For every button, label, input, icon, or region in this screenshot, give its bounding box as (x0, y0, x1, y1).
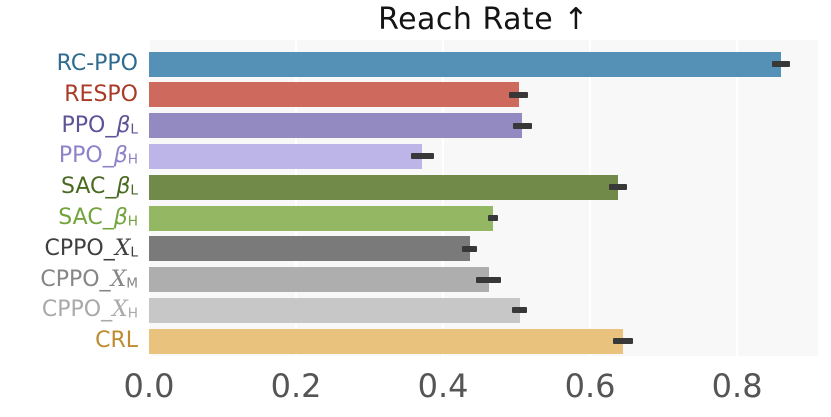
y-axis-label: RC-PPO (56, 51, 138, 76)
y-axis-label: RESPO (64, 81, 138, 107)
bar (149, 113, 523, 139)
error-bar (512, 122, 533, 129)
y-axis-label: PPO_βH (58, 143, 138, 169)
bar (149, 174, 619, 200)
y-axis-label: SAC_βH (58, 205, 138, 230)
y-axis-label: PPO_βL (61, 112, 139, 138)
script-x-symbol: X (110, 266, 127, 292)
y-axis-label: CPPO_XH (41, 297, 138, 323)
subscript: M (126, 275, 138, 292)
y-axis-label: CPPO_XM (40, 266, 138, 292)
bar (149, 51, 782, 77)
subscript: L (130, 121, 138, 138)
x-tick-label: 0.4 (417, 367, 469, 405)
bar (149, 205, 494, 231)
x-tick-label: 0.0 (123, 367, 175, 405)
beta-symbol: β (116, 174, 131, 200)
bar (149, 328, 624, 354)
y-axis-label: CPPO_XL (44, 235, 138, 261)
y-axis-label: SAC_βL (60, 174, 138, 200)
beta-symbol: β (113, 143, 128, 169)
bar (149, 143, 423, 169)
script-x-symbol: X (112, 297, 128, 323)
script-x-symbol: X (114, 235, 131, 261)
x-tick-label: 0.2 (270, 367, 322, 405)
gridline (736, 40, 739, 356)
subscript: L (130, 244, 138, 261)
subscript: H (127, 306, 138, 323)
error-bar (487, 215, 499, 221)
error-bar (410, 153, 435, 160)
bar (149, 267, 489, 293)
plot-area (148, 40, 818, 356)
error-bar (612, 338, 634, 345)
beta-symbol: β (116, 112, 131, 138)
bar (149, 297, 520, 323)
subscript: L (130, 182, 138, 199)
chart-title: Reach Rate ↑ (378, 2, 589, 37)
x-tick-label: 0.6 (564, 367, 616, 405)
error-bar (609, 184, 627, 191)
bar (149, 82, 519, 108)
x-tick-label: 0.8 (711, 367, 763, 405)
error-bar (462, 245, 477, 252)
error-bar (509, 91, 529, 98)
bar (149, 236, 470, 262)
error-bar (772, 61, 791, 67)
error-bar (476, 276, 502, 283)
subscript: H (127, 152, 138, 169)
beta-symbol: β (113, 205, 128, 230)
y-axis-label: CRL (95, 328, 138, 354)
subscript: H (127, 213, 138, 230)
error-bar (512, 307, 527, 314)
